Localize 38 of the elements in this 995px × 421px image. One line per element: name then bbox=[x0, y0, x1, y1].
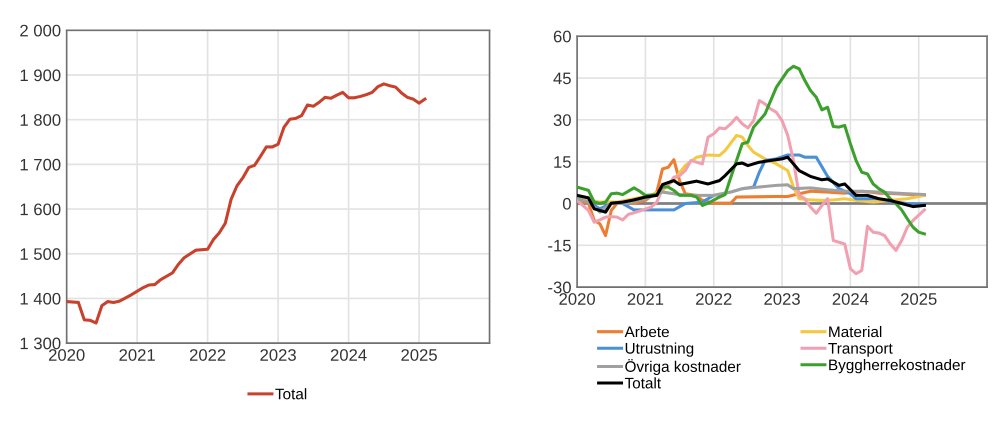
line-series bbox=[577, 64, 926, 236]
legend-label: Material bbox=[829, 326, 882, 338]
y-tick-label: 30 bbox=[554, 114, 571, 126]
legend-label: Arbete bbox=[624, 326, 669, 338]
legend-label: Total bbox=[275, 388, 306, 400]
x-tick-label: 2020 bbox=[559, 293, 595, 305]
x-tick-label: 2023 bbox=[764, 293, 800, 305]
legend-label: Övriga kostnader bbox=[625, 359, 741, 375]
y-tick-label: 15 bbox=[554, 156, 571, 168]
legend-label: Transport bbox=[828, 343, 893, 357]
x-tick-label: 2023 bbox=[260, 349, 296, 361]
line-series bbox=[577, 99, 926, 276]
y-tick-label: 1 800 bbox=[20, 114, 60, 126]
line-series bbox=[66, 82, 426, 325]
y-tick-label: 0 bbox=[562, 198, 571, 210]
y-tick-label: 1 900 bbox=[20, 69, 60, 82]
y-tick-label: -15 bbox=[548, 240, 571, 252]
y-tick-label: 1 600 bbox=[20, 203, 60, 216]
x-tick-label: 2022 bbox=[696, 293, 732, 305]
x-tick-label: 2025 bbox=[401, 349, 437, 361]
x-tick-label: 2021 bbox=[119, 349, 155, 361]
y-tick-label: 2 000 bbox=[20, 24, 60, 37]
x-tick-label: 2024 bbox=[330, 349, 367, 361]
x-tick-label: 2021 bbox=[628, 293, 664, 305]
x-tick-label: 2022 bbox=[190, 349, 226, 361]
y-tick-label: 45 bbox=[553, 72, 571, 84]
y-tick-label: 1 400 bbox=[20, 292, 60, 305]
legend-label: Utrustning bbox=[626, 342, 694, 357]
y-tick-label: -30 bbox=[548, 282, 571, 294]
x-tick-label: 2020 bbox=[48, 349, 85, 361]
legend-label: Byggherrekostnader bbox=[829, 359, 966, 374]
y-tick-label: 1 700 bbox=[20, 158, 60, 171]
x-tick-label: 2024 bbox=[832, 293, 868, 305]
y-tick-label: 1 500 bbox=[20, 248, 60, 260]
x-tick-label: 2025 bbox=[901, 293, 937, 305]
y-tick-label: 60 bbox=[554, 30, 571, 42]
y-tick-label: 1 300 bbox=[20, 338, 60, 350]
legend-label: Totalt bbox=[624, 377, 661, 388]
